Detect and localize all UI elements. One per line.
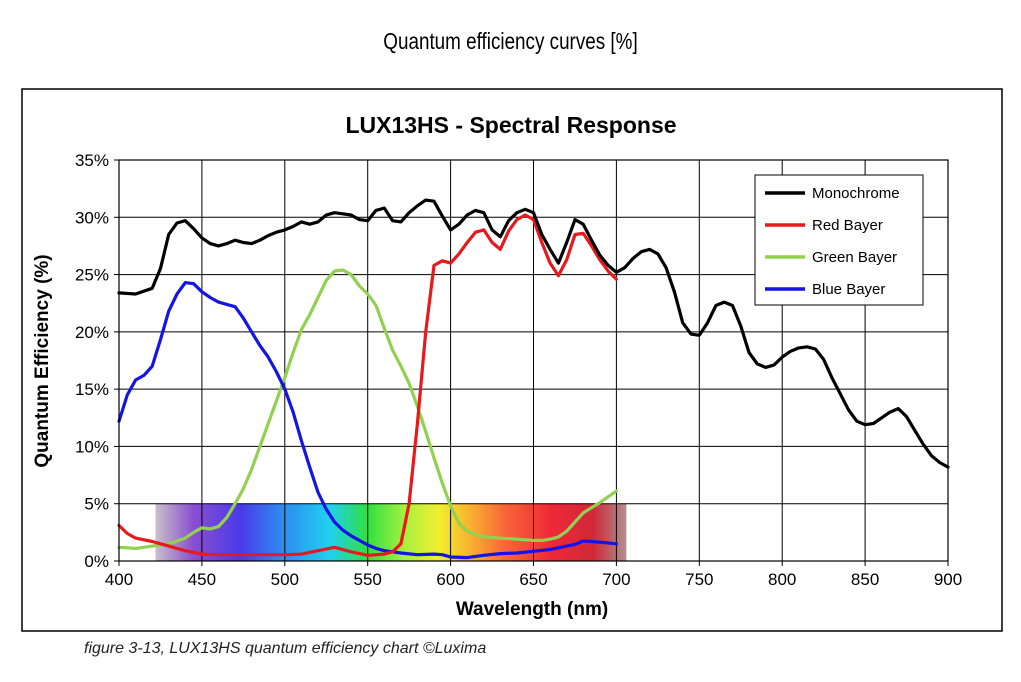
y-tick-label: 5% (84, 495, 109, 514)
x-tick-label: 500 (271, 570, 299, 589)
legend-label: Monochrome (812, 185, 900, 202)
y-tick-label: 15% (75, 380, 109, 399)
plot-area-border (118, 159, 949, 562)
y-tick-label: 30% (75, 208, 109, 227)
y-tick-label: 0% (84, 552, 109, 571)
x-axis-title: Wavelength (nm) (456, 599, 608, 620)
x-tick-label: 750 (685, 570, 713, 589)
page-heading: Quantum efficiency curves [%] (383, 28, 638, 54)
x-tick-label: 600 (436, 570, 464, 589)
x-tick-label: 550 (354, 570, 382, 589)
legend-box (754, 174, 924, 306)
legend-label: Blue Bayer (812, 281, 885, 298)
figure-caption: figure 3-13, LUX13HS quantum efficiency … (84, 640, 487, 657)
series-line-monochrome (117, 198, 950, 469)
y-tick-label: 35% (75, 151, 109, 170)
legend-label: Green Bayer (812, 249, 897, 266)
x-tick-label: 650 (519, 570, 547, 589)
x-tick-label: 900 (934, 570, 962, 589)
series-line-red-bayer (117, 213, 618, 557)
x-tick-label: 800 (768, 570, 796, 589)
x-tick-label: 850 (851, 570, 879, 589)
x-tick-label: 700 (602, 570, 630, 589)
y-tick-label: 20% (75, 323, 109, 342)
legend-label: Red Bayer (812, 217, 883, 234)
series-line-blue-bayer (117, 281, 618, 560)
legend: Monochrome Red Bayer Green Bayer Blue Bayer (754, 174, 924, 306)
y-tick-label: 25% (75, 266, 109, 285)
y-tick-label: 10% (75, 437, 109, 456)
x-tick-label: 450 (188, 570, 216, 589)
y-axis-title: Quantum Efficiency (%) (32, 254, 53, 467)
series-line-green-bayer (117, 268, 618, 550)
x-tick-label: 400 (105, 570, 133, 589)
chart-title: LUX13HS - Spectral Response (345, 112, 676, 138)
